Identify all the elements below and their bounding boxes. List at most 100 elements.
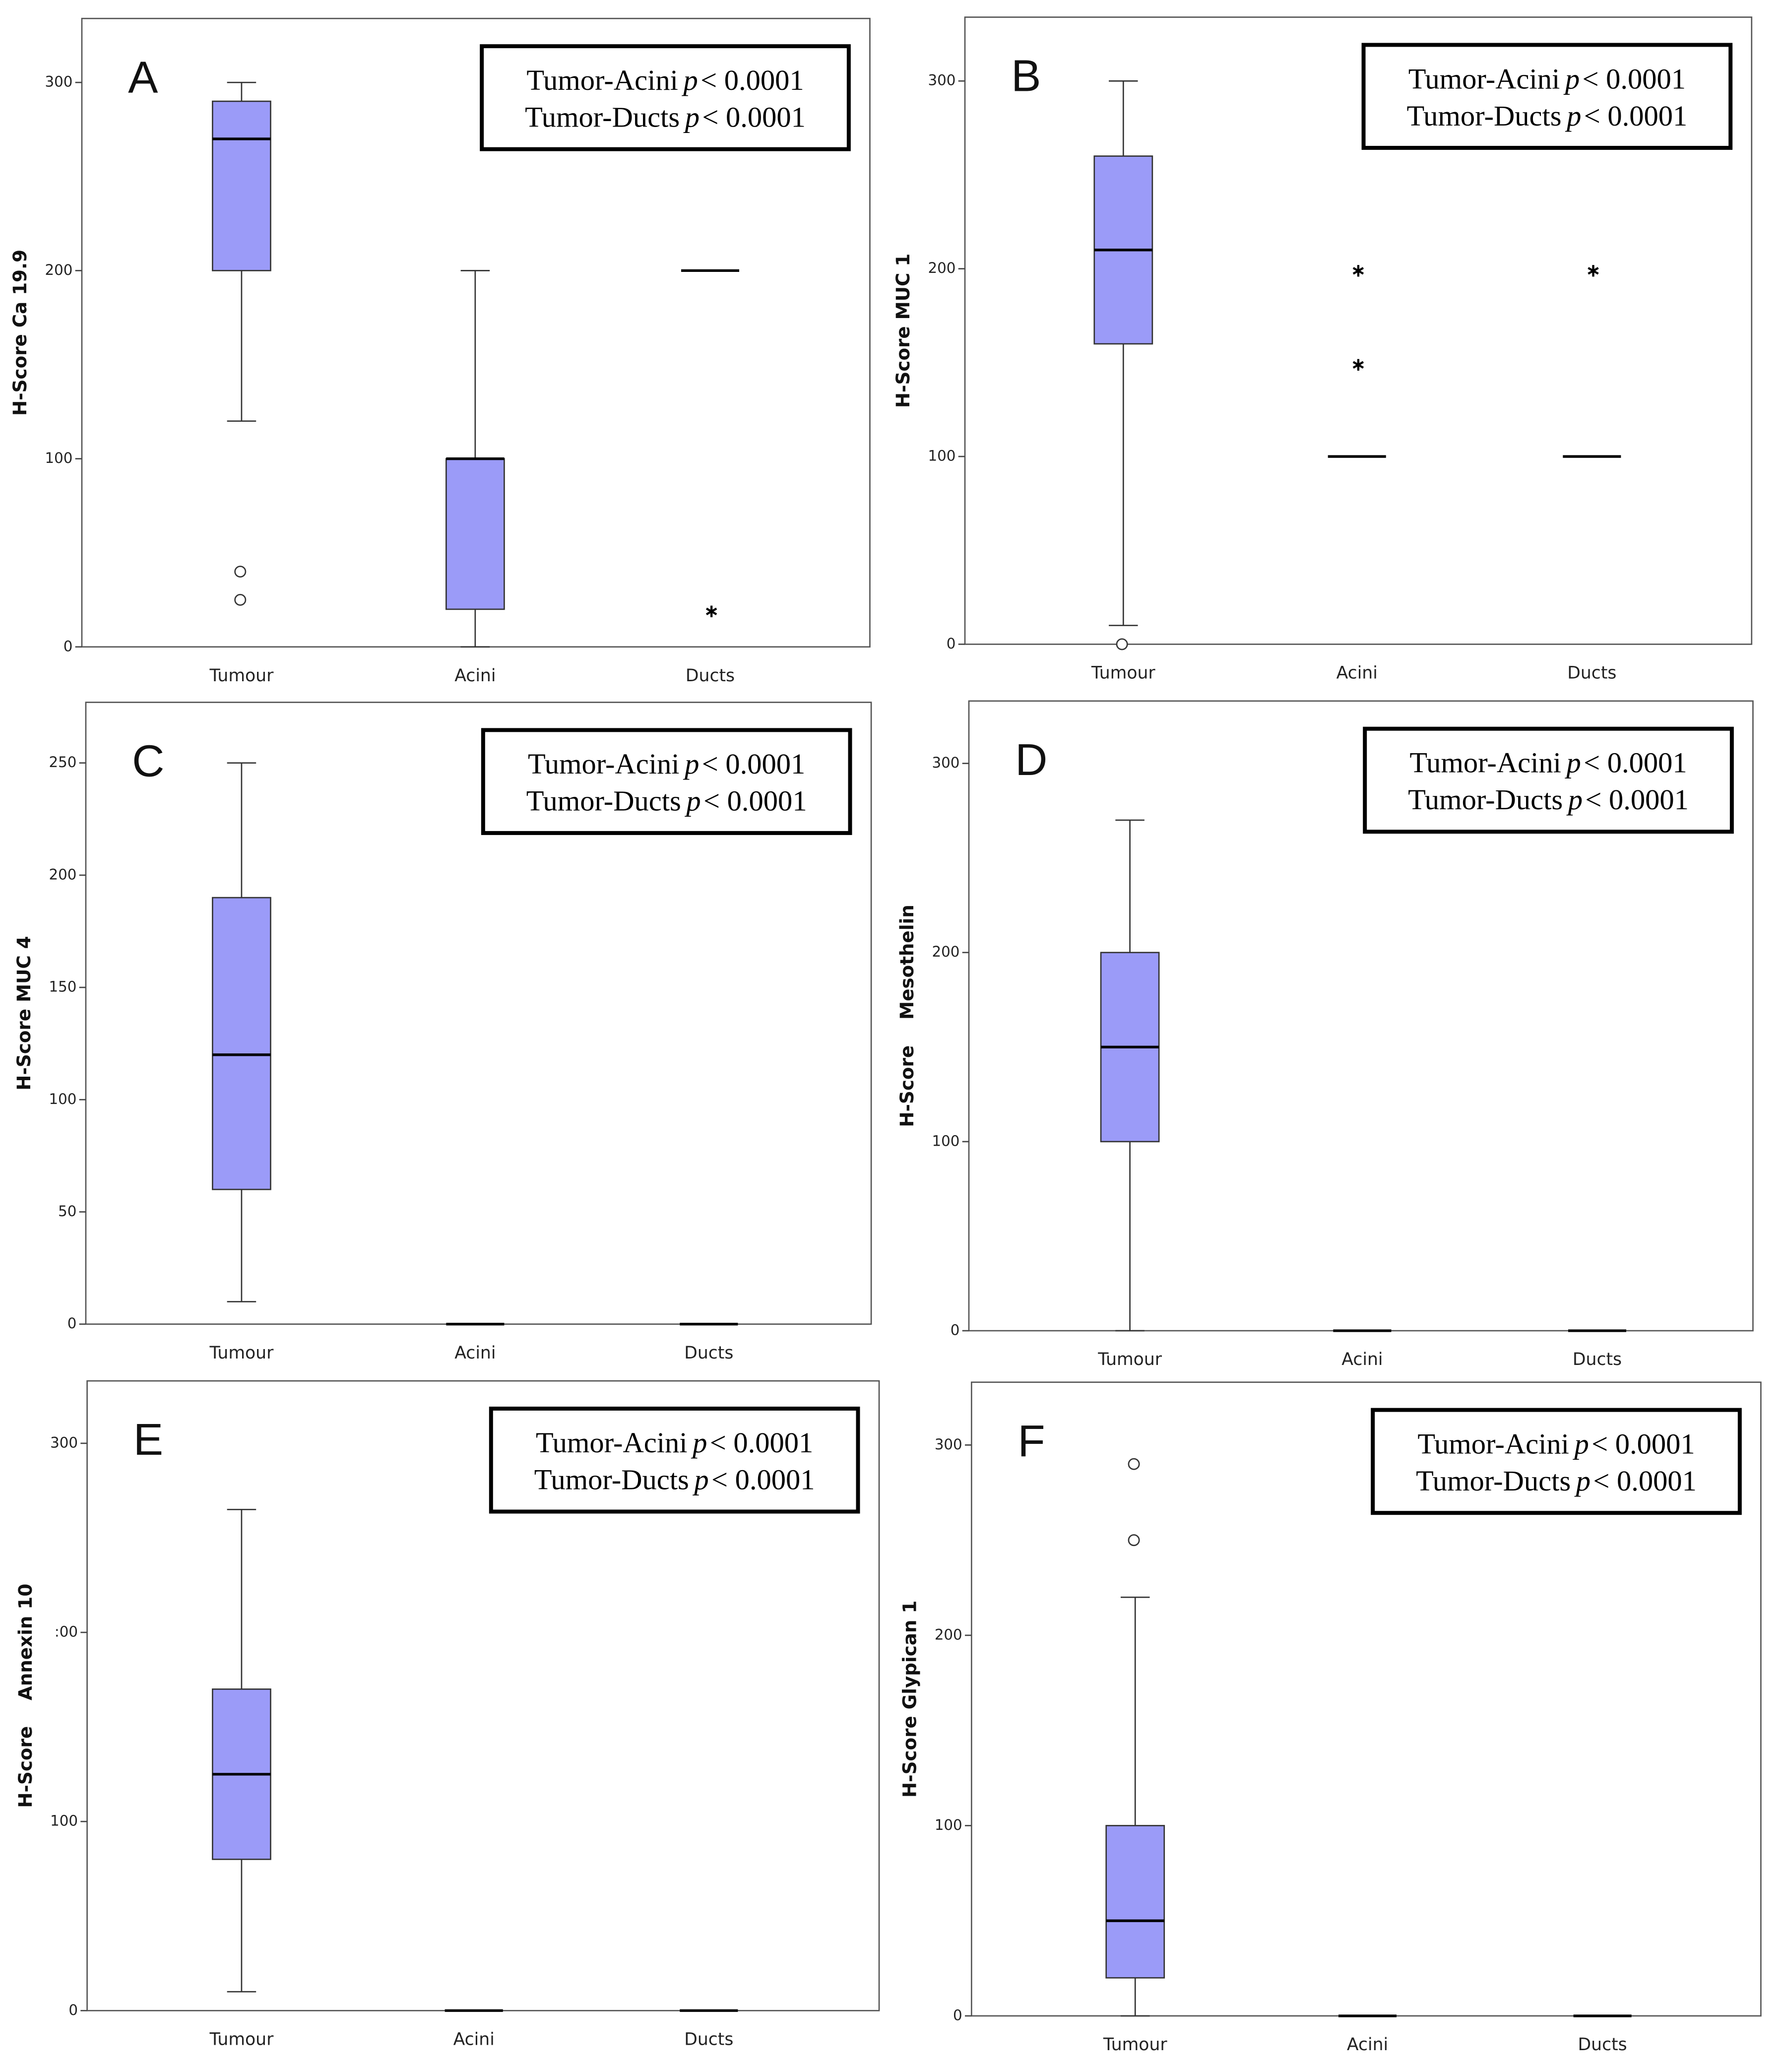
annotation-label: Tumor-Ducts bbox=[1416, 1465, 1571, 1497]
annotation-label: Tumor-Acini bbox=[528, 748, 680, 780]
y-tick-label: 300 bbox=[932, 754, 960, 771]
y-tick-label: 0 bbox=[951, 1322, 960, 1339]
y-axis-label: H-Score Annexin 10 bbox=[14, 1584, 36, 1808]
y-tick-label: 100 bbox=[928, 448, 956, 464]
outlier bbox=[234, 593, 247, 606]
y-tick-label: 200 bbox=[935, 1626, 962, 1643]
annotation: Tumor-Acini p < 0.0001 bbox=[528, 748, 805, 780]
annotation-stat: p bbox=[683, 101, 700, 133]
annotation-stat: p bbox=[1566, 783, 1583, 816]
annotation-box bbox=[1371, 1408, 1742, 1515]
y-tick-label: 50 bbox=[58, 1203, 76, 1220]
annotation-text: < 0.0001 bbox=[700, 64, 804, 96]
outlier bbox=[1128, 1534, 1140, 1547]
y-axis-label: H-Score MUC 4 bbox=[13, 936, 35, 1090]
x-tick-label: Ducts bbox=[684, 1343, 733, 1363]
x-tick-label: Tumour bbox=[1097, 1350, 1162, 1369]
y-tick-label: 100 bbox=[45, 450, 73, 466]
y-tick-label: 200 bbox=[928, 259, 956, 276]
annotation-label: Tumor-Acini bbox=[1417, 1427, 1569, 1460]
annotation-text: < 0.0001 bbox=[1593, 1465, 1697, 1497]
annotation: Tumor-Ducts p < 0.0001 bbox=[526, 785, 807, 817]
x-tick-label: Ducts bbox=[1567, 663, 1616, 683]
y-axis-label: H-Score Ca 19.9 bbox=[9, 250, 31, 416]
annotation: Tumor-Ducts p < 0.0001 bbox=[525, 101, 806, 133]
plot-frame bbox=[964, 16, 1753, 645]
annotation-stat: p bbox=[684, 785, 700, 817]
annotation-label: Tumor-Ducts bbox=[1406, 100, 1561, 132]
y-tick-label: 0 bbox=[68, 2002, 78, 2018]
y-tick-label: 300 bbox=[45, 73, 73, 90]
box bbox=[1105, 1825, 1165, 1979]
annotation-label: Tumor-Acini bbox=[1409, 747, 1561, 779]
x-tick-label: Ducts bbox=[1578, 2035, 1627, 2055]
annotation-stat: p bbox=[1565, 100, 1581, 132]
panel-letter: A bbox=[128, 52, 158, 102]
y-tick-label: 300 bbox=[935, 1436, 962, 1453]
annotation-stat: p bbox=[1574, 1465, 1591, 1497]
y-tick-label: 200 bbox=[932, 943, 960, 960]
y-tick-label: 300 bbox=[50, 1434, 78, 1451]
annotation-label: Tumor-Acini bbox=[1408, 63, 1560, 95]
y-tick-label: 100 bbox=[49, 1091, 76, 1107]
x-tick-label: Acini bbox=[1336, 663, 1378, 683]
annotation-stat: p bbox=[1565, 747, 1581, 779]
panel-letter: D bbox=[1015, 735, 1047, 785]
annotation-text: < 0.0001 bbox=[1584, 747, 1687, 779]
annotation-text: < 0.0001 bbox=[702, 101, 806, 133]
annotation-text: < 0.0001 bbox=[702, 748, 806, 780]
annotation-box bbox=[1363, 726, 1734, 834]
annotation-box bbox=[1361, 43, 1733, 150]
y-tick-label: 100 bbox=[935, 1816, 962, 1833]
y-tick-label: 0 bbox=[953, 2007, 962, 2023]
annotation-stat: p bbox=[691, 1426, 707, 1459]
panel-letter: C bbox=[132, 736, 164, 786]
y-tick-label: 0 bbox=[64, 638, 73, 654]
annotation: Tumor-Ducts p < 0.0001 bbox=[534, 1463, 815, 1495]
y-tick-label: 100 bbox=[50, 1813, 78, 1829]
outlier: ∗ bbox=[1350, 353, 1366, 375]
annotation-text: < 0.0001 bbox=[1582, 63, 1686, 95]
annotation-label: Tumor-Acini bbox=[536, 1426, 688, 1459]
annotation: Tumor-Ducts p < 0.0001 bbox=[1406, 100, 1687, 132]
annotation-label: Tumor-Ducts bbox=[526, 785, 681, 817]
y-tick-label: 150 bbox=[49, 978, 76, 995]
annotation-stat: p bbox=[692, 1463, 708, 1495]
y-tick-label: 200 bbox=[45, 261, 73, 278]
x-tick-label: Ducts bbox=[684, 2029, 733, 2049]
annotation-box bbox=[489, 1406, 860, 1514]
y-tick-label: 200 bbox=[49, 866, 76, 883]
panel-letter: E bbox=[133, 1415, 163, 1465]
annotation-text: < 0.0001 bbox=[1584, 100, 1688, 132]
annotation-text: < 0.0001 bbox=[1585, 783, 1689, 816]
y-tick-label: 300 bbox=[928, 72, 956, 89]
annotation: Tumor-Ducts p < 0.0001 bbox=[1408, 783, 1689, 816]
annotation: Tumor-Acini p < 0.0001 bbox=[1417, 1427, 1695, 1460]
outlier bbox=[1128, 1458, 1140, 1470]
outlier: ∗ bbox=[704, 600, 719, 622]
x-tick-label: Acini bbox=[1341, 1350, 1383, 1369]
x-tick-label: Tumour bbox=[209, 666, 274, 686]
annotation-label: Tumor-Ducts bbox=[1408, 783, 1563, 816]
x-tick-label: Acini bbox=[1347, 2035, 1388, 2055]
y-tick-label: 250 bbox=[49, 754, 76, 771]
x-tick-label: Tumour bbox=[1103, 2035, 1168, 2055]
x-tick-label: Ducts bbox=[686, 666, 735, 686]
annotation-stat: p bbox=[682, 64, 698, 96]
y-axis-label: H-Score MUC 1 bbox=[892, 254, 914, 408]
annotation-label: Tumor-Ducts bbox=[525, 101, 680, 133]
y-tick-label: :00 bbox=[55, 1623, 78, 1640]
panel-letter: F bbox=[1018, 1416, 1045, 1466]
annotation-label: Tumor-Ducts bbox=[534, 1463, 689, 1495]
x-tick-label: Acini bbox=[453, 2029, 495, 2049]
annotation-text: < 0.0001 bbox=[710, 1426, 814, 1459]
x-tick-label: Acini bbox=[454, 1343, 496, 1363]
panel-letter: B bbox=[1011, 51, 1041, 101]
annotation-box bbox=[481, 728, 852, 835]
annotation-text: < 0.0001 bbox=[703, 785, 807, 817]
annotation-text: < 0.0001 bbox=[711, 1463, 815, 1495]
y-axis-label: H-Score Mesothelin bbox=[896, 905, 918, 1127]
annotation-label: Tumor-Acini bbox=[526, 64, 678, 96]
